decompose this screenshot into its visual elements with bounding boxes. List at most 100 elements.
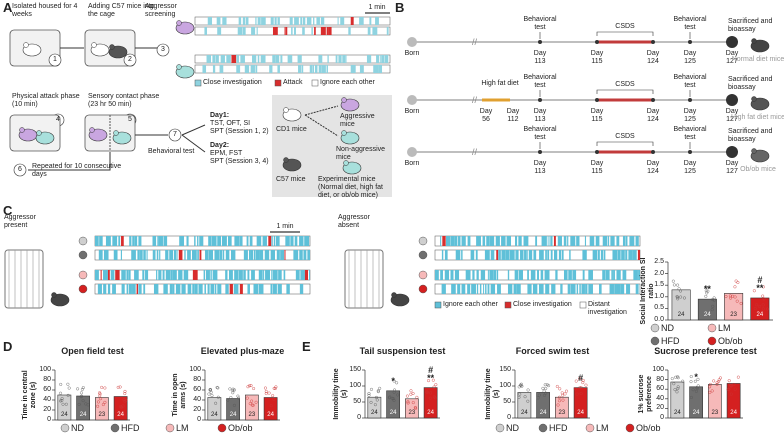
data-dot	[679, 289, 683, 293]
n-label: 24	[756, 312, 764, 318]
data-dot	[252, 387, 256, 391]
ethogram-stripe	[165, 250, 169, 260]
data-dot	[735, 299, 739, 303]
csds-label: CSDS	[615, 81, 635, 88]
ethogram-stripe	[236, 55, 239, 63]
ethogram-stripe	[243, 250, 248, 260]
ethogram-stripe	[270, 250, 275, 260]
data-dot	[411, 401, 415, 405]
ethogram-stripe	[381, 55, 385, 63]
ethogram-stripe	[485, 284, 487, 294]
data-dot	[543, 383, 547, 387]
ethogram-stripe	[205, 270, 210, 280]
data-dot	[728, 383, 732, 387]
ethogram-stripe	[445, 236, 451, 246]
ethogram-stripe	[143, 284, 146, 294]
data-dot	[231, 387, 235, 391]
y-tick-label: 40	[193, 396, 201, 403]
data-dot	[66, 393, 70, 397]
day-line: SPT (Session 1, 2)	[210, 128, 269, 135]
data-dot	[432, 385, 436, 389]
data-dot	[542, 393, 546, 397]
ethogram-stripe	[121, 270, 126, 280]
ethogram-stripe	[212, 65, 216, 73]
ethogram-stripe	[530, 270, 536, 280]
ethogram-stripe	[98, 250, 103, 260]
data-dot	[413, 405, 417, 409]
n-label: 24	[211, 412, 218, 418]
ethogram-stripe	[258, 270, 263, 280]
diet-label: High fat diet	[481, 80, 519, 87]
ethogram-stripe	[605, 270, 610, 280]
data-dot	[727, 387, 731, 391]
ethogram-stripe	[483, 284, 485, 294]
arrow	[304, 105, 339, 116]
event-dot	[688, 98, 692, 102]
ethogram-stripe	[257, 55, 260, 63]
data-dot	[537, 393, 541, 397]
data-dot	[584, 383, 588, 387]
ethogram-stripe	[183, 270, 189, 280]
significance: #	[578, 372, 584, 383]
ethogram-stripe	[550, 236, 553, 246]
data-dot	[231, 391, 235, 395]
significance: **	[427, 372, 435, 383]
ethogram-stripe	[208, 250, 214, 260]
ethogram-stripe	[441, 284, 446, 294]
bar	[536, 392, 550, 419]
data-dot	[581, 381, 585, 385]
group-dot	[78, 236, 88, 246]
ethogram-stripe	[115, 270, 120, 280]
y-tick-label: 100	[39, 366, 51, 373]
legend-text: ND	[71, 423, 84, 433]
ethogram-stripe	[451, 284, 456, 294]
ethogram-stripe	[142, 270, 145, 280]
bar	[726, 383, 741, 419]
ethogram-stripe	[523, 236, 529, 246]
n-label: 24	[61, 412, 68, 418]
ethogram-stripe	[597, 250, 600, 260]
ethogram-stripe	[136, 284, 139, 294]
data-dot	[739, 301, 743, 305]
ethogram-stripe	[178, 250, 183, 260]
data-dot	[80, 387, 84, 391]
chart-title: Elevated plus-maze	[200, 346, 285, 356]
ethogram-stripe	[194, 236, 196, 246]
ethogram-stripe	[165, 270, 171, 280]
group-dot	[78, 284, 88, 294]
ethogram-stripe	[535, 236, 538, 246]
ethogram-stripe	[560, 284, 563, 294]
event-dot	[651, 150, 655, 154]
mouse-ear	[341, 97, 347, 103]
data-dot	[246, 385, 250, 389]
data-dot	[392, 398, 396, 402]
y-tick-label: 20	[43, 406, 51, 413]
arrow	[181, 124, 206, 136]
ethogram-stripe	[261, 17, 266, 25]
data-dot	[544, 391, 548, 395]
ethogram-stripe	[375, 17, 379, 25]
data-dot	[427, 379, 431, 383]
mouse-ear	[19, 127, 25, 133]
ethogram-stripe	[625, 236, 628, 246]
ethogram-stripe	[157, 236, 159, 246]
legend-dot	[60, 423, 70, 433]
y-tick-label: 0	[197, 416, 201, 423]
legend-text: Ob/ob	[718, 336, 743, 346]
born-dot	[407, 147, 417, 157]
step-number: 4	[56, 116, 60, 123]
event-label: Behavioral test	[673, 126, 707, 141]
day-label: Day 124	[646, 160, 660, 175]
event-dot	[651, 98, 655, 102]
ethogram-stripe	[486, 236, 490, 246]
ethogram-stripe	[470, 250, 475, 260]
significance: #	[428, 364, 434, 375]
mouse-ear	[751, 96, 757, 102]
data-dot	[103, 386, 107, 390]
ethogram-stripe	[263, 270, 265, 280]
ethogram-stripe	[621, 250, 625, 260]
ethogram-bg	[434, 283, 641, 295]
group-dot	[418, 236, 428, 246]
ethogram-stripe	[225, 284, 229, 294]
